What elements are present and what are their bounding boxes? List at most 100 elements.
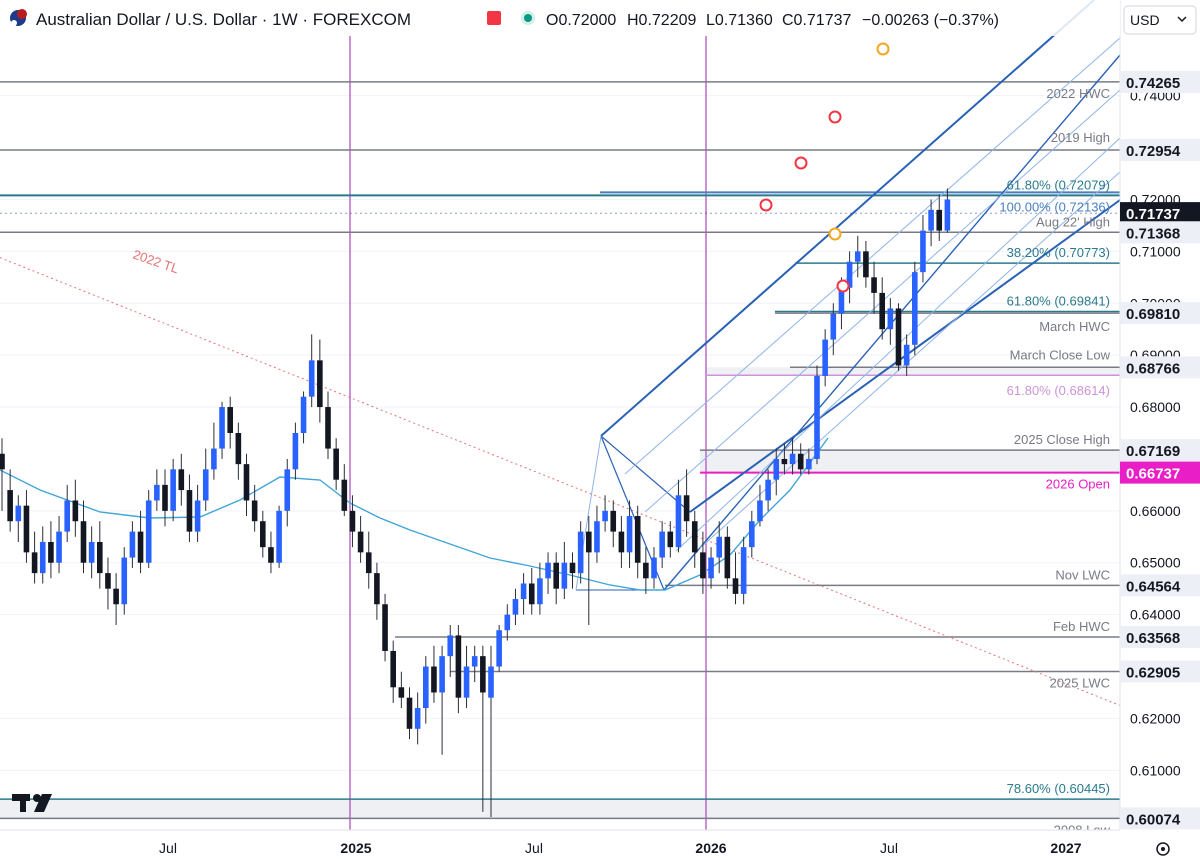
candle-body [317,360,323,408]
candle-body [308,360,315,397]
candle-body [765,479,771,501]
pitchfork-inner-line [624,37,1121,475]
candle-body [154,484,160,501]
price-level-tag-text: 0.60074 [1126,811,1181,828]
ohlc-low: L0.71360 [706,12,773,29]
candle-body [488,666,494,698]
y-tick-label: 0.62000 [1130,710,1181,726]
candle-body [463,666,470,698]
candle-body [944,199,951,231]
candle-body [651,557,657,579]
candle-body [129,531,136,558]
candle-body [846,261,853,288]
candle-body [716,536,722,558]
candle-body [545,562,551,579]
y-tick-label: 0.71000 [1130,243,1181,259]
candle-body [879,292,885,330]
candle-body [773,458,780,480]
candle-body [0,453,5,470]
candle-body [227,407,233,433]
candle-body [390,650,396,688]
candle-body [757,500,763,522]
candle-body [887,308,894,330]
candle-body [137,531,144,563]
candle-body [528,583,535,605]
time-axis[interactable] [0,830,1120,859]
candle-body [64,500,70,532]
support-zone [0,799,1120,819]
price-level-tag [1120,302,1200,325]
ohlc-high: H0.72209 [627,12,696,29]
candlesticks [0,188,951,818]
candle-body [31,552,38,574]
trendline-2022 [0,257,1121,706]
currency-selector[interactable]: USD [1123,5,1197,35]
candle-body [838,287,845,314]
candle-body [194,500,201,532]
candle-body [333,448,339,480]
settings-gear-icon[interactable] [1156,842,1170,856]
price-level-tag-text: 0.63568 [1126,630,1180,647]
candle-body [700,552,706,579]
ohlc-open: O0.72000 [546,12,616,29]
candle-body [80,521,87,563]
candle-body [341,479,348,511]
candle-body [626,516,633,553]
candle-body [268,547,274,563]
level-annotation: 100.00% (0.72136) [999,199,1110,214]
candle-body [292,433,299,470]
candle-body [48,541,54,563]
candle-body [300,396,307,433]
alert-flag-icon[interactable] [487,11,501,25]
price-level-tag-text: 0.67169 [1126,443,1180,460]
x-tick-label: Jul [525,840,543,856]
candle-body [325,407,331,449]
candle-body [553,562,559,589]
candle-body [439,656,445,693]
chevron-down-icon [1177,16,1187,23]
candle-body [455,635,462,698]
candle-body [235,433,242,465]
candle-body [618,531,625,553]
flag-icon [10,9,27,26]
candle-body [512,599,519,615]
level-annotations: 2022 HWC 2019 High 61.80% (0.72079) 100.00%… [999,86,1110,837]
price-level-tag-text: 0.64564 [1126,578,1181,595]
candle-body [594,521,600,553]
symbol-title[interactable]: Australian Dollar / U.S. Dollar · 1W · F… [36,10,411,29]
ohlc-change: −0.00263 (−0.37%) [862,12,999,29]
candle-body [349,510,356,532]
pivot-marker [836,279,850,293]
candle-body [903,344,910,366]
level-annotation: 2019 High [1051,130,1110,145]
level-annotation: 2022 HWC [1046,86,1110,101]
price-level-tag [1120,221,1200,244]
candle-body [781,458,788,465]
candle-body [15,505,22,522]
candle-body [659,531,665,558]
pitchfork-handle [600,435,691,513]
candle-body [202,469,209,501]
candle-body [814,375,820,459]
price-level-tag [1120,660,1200,683]
level-annotation: 38.20% (0.70773) [1007,245,1110,260]
level-annotation: 78.60% (0.60445) [1007,781,1110,796]
candle-body [830,313,837,340]
candle-body [569,562,576,574]
candle-body [691,521,698,553]
y-tick-label: 0.61000 [1130,762,1181,778]
candle-body [586,531,592,553]
candle-body [382,604,388,651]
candle-body [708,557,714,579]
candle-body [178,469,185,491]
price-level-tag-text: 0.72954 [1126,143,1181,160]
candle-body [72,500,79,522]
candle-body [602,510,608,522]
candle-body [284,469,291,511]
price-axis[interactable] [1120,0,1200,859]
candle-body [561,562,568,589]
currency-label[interactable]: USD [1130,12,1160,28]
level-annotation: 2026 Open [1046,477,1110,492]
candle-body [56,531,62,563]
